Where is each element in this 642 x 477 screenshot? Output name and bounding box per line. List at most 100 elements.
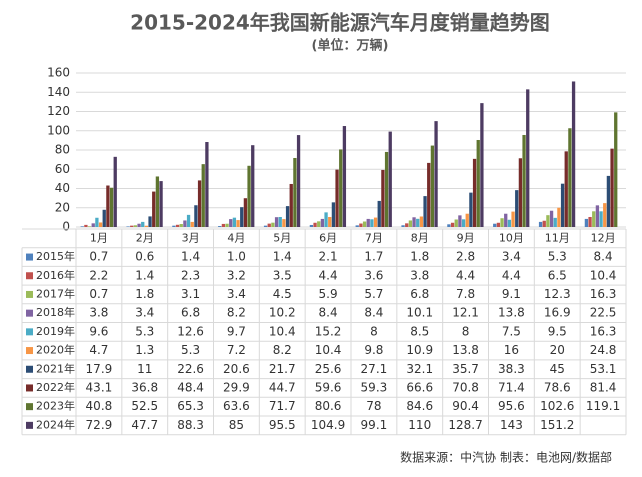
table-cell: 59.6: [315, 380, 342, 394]
table-cell: 12.3: [544, 287, 571, 301]
bar: [172, 225, 176, 227]
bar: [342, 126, 347, 227]
table-cell: 110: [408, 418, 431, 432]
x-tick-label: 10月: [499, 231, 524, 244]
bar: [458, 215, 462, 227]
table-cell: 99.1: [361, 418, 388, 432]
legend-swatch: [26, 347, 33, 355]
table-cell: 47.7: [131, 418, 158, 432]
bar: [317, 221, 321, 227]
table-cell: 90.4: [452, 399, 479, 413]
bar: [236, 220, 240, 227]
table-cell: 3.1: [181, 287, 200, 301]
bar: [549, 210, 554, 227]
bar: [610, 148, 614, 227]
table-cell: 4.4: [319, 268, 338, 282]
bar: [553, 217, 557, 227]
table-cell: 13.8: [498, 306, 525, 320]
table-cell: 72.9: [86, 418, 113, 432]
bar: [427, 162, 431, 227]
table-cell: 10.4: [315, 343, 342, 357]
bar: [496, 222, 501, 227]
bar: [606, 175, 611, 227]
table-cell: 9.1: [502, 287, 521, 301]
table-cell: 6.5: [548, 268, 567, 282]
table-cell: 63.6: [223, 399, 250, 413]
table-cell: 0.7: [89, 250, 108, 264]
bar: [175, 224, 180, 227]
table-cell: 22.6: [177, 362, 204, 376]
bar: [183, 220, 187, 227]
table-cell: 66.6: [406, 380, 433, 394]
bar: [335, 169, 339, 227]
y-tick-label: 140: [47, 85, 70, 99]
table-cell: 16: [504, 343, 519, 357]
bar: [229, 219, 233, 227]
source-note: 数据来源：中汽协 制表：电池网/数据部: [400, 450, 612, 465]
table-cell: 78.6: [544, 380, 571, 394]
table-cell: 22.5: [590, 306, 617, 320]
table-cell: 0.6: [135, 250, 154, 264]
table-cell: 1.4: [181, 250, 200, 264]
bar: [423, 196, 427, 227]
bar: [568, 128, 572, 227]
table-cell: 3.5: [273, 268, 292, 282]
table-cell: 53.1: [590, 362, 617, 376]
bar: [450, 222, 455, 227]
bar: [155, 176, 160, 227]
bar: [504, 213, 508, 227]
legend-swatch: [26, 328, 33, 336]
bar: [507, 219, 512, 227]
bar: [159, 181, 163, 227]
table-cell: 119.1: [586, 399, 620, 413]
table-cell: 52.5: [131, 399, 158, 413]
bar: [247, 165, 251, 227]
table-cell: 2.3: [181, 268, 200, 282]
bar: [447, 224, 451, 227]
bar: [408, 220, 413, 227]
y-tick-label: 120: [47, 104, 70, 118]
bar: [412, 217, 416, 227]
legend-swatch: [26, 309, 33, 317]
legend-swatch: [26, 253, 33, 261]
table-cell: 16.3: [590, 324, 617, 338]
table-cell: 5.3: [181, 343, 200, 357]
bar: [603, 203, 607, 227]
table-cell: 8.4: [594, 250, 613, 264]
table-cell: 4.7: [89, 343, 108, 357]
bar: [355, 225, 359, 227]
bar: [197, 180, 202, 227]
table-cell: 8: [370, 324, 378, 338]
x-tick-label: 7月: [365, 231, 383, 244]
bar: [373, 217, 378, 227]
y-tick-label: 80: [55, 143, 70, 157]
bar: [511, 211, 515, 227]
bar: [592, 211, 596, 227]
table-cell: 8.5: [410, 324, 429, 338]
bar: [434, 121, 438, 227]
table-cell: 5.9: [319, 287, 338, 301]
y-tick-label: 160: [47, 66, 70, 80]
bar: [571, 81, 576, 227]
bar: [102, 209, 106, 227]
legend-label: 2015年: [36, 249, 75, 263]
chart-title: 2015-2024年我国新能源汽车月度销量趋势图: [130, 11, 550, 35]
bar: [221, 223, 226, 227]
table-cell: 104.9: [311, 418, 345, 432]
table-cell: 2.2: [89, 268, 108, 282]
x-tick-label: 5月: [273, 231, 291, 244]
bar: [98, 222, 103, 227]
table-cell: 1.0: [227, 250, 246, 264]
table-cell: 12.6: [177, 324, 204, 338]
legend-swatch: [26, 290, 33, 298]
table-cell: 10.1: [406, 306, 433, 320]
chart-subtitle: (单位：万辆): [312, 38, 389, 54]
table-cell: 65.3: [177, 399, 204, 413]
bar: [472, 158, 477, 227]
table-cell: 7.2: [227, 343, 246, 357]
x-tick-label: 4月: [227, 231, 245, 244]
bar: [232, 217, 237, 227]
bar: [324, 212, 328, 227]
legend-label: 2022年: [36, 380, 75, 394]
